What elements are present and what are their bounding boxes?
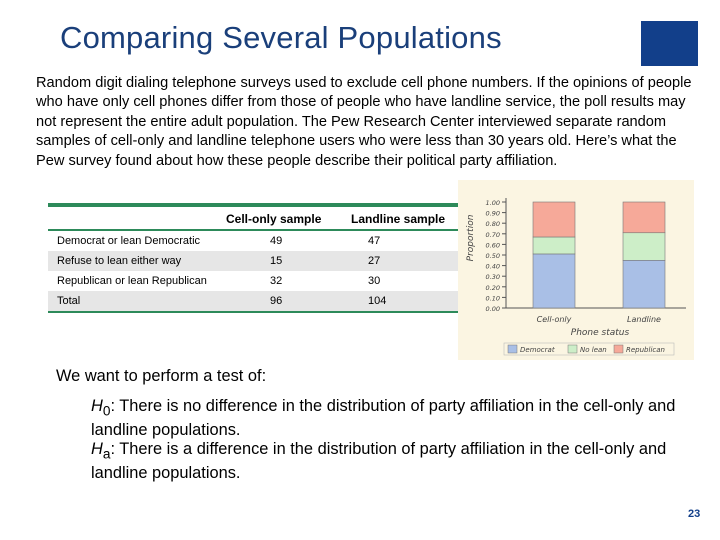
hypothesis-text: : There is no difference in the distribu… bbox=[91, 397, 676, 439]
y-tick-label: 0.90 bbox=[486, 210, 500, 218]
hypothesis-symbol: H bbox=[91, 397, 103, 415]
row-label: Total bbox=[57, 295, 81, 307]
hypothesis-text: : There is a difference in the distribut… bbox=[91, 440, 667, 482]
null-hypothesis: H0: There is no difference in the distri… bbox=[91, 397, 681, 440]
x-category-label: Landline bbox=[627, 315, 661, 324]
chart-svg: 0.00 0.10 0.20 0.30 0.40 0.50 0.60 0.70 0.80 0.90… bbox=[466, 198, 686, 356]
stacked-bars bbox=[532, 201, 666, 309]
legend-label: Democrat bbox=[520, 346, 555, 354]
landline-value: 27 bbox=[368, 255, 381, 267]
column-header-landline: Landline sample bbox=[351, 212, 446, 226]
table-row-total: Total 96 104 bbox=[48, 291, 460, 311]
y-tick-label: 0.70 bbox=[486, 231, 500, 239]
y-tick-label: 0.80 bbox=[486, 220, 500, 228]
party-affiliation-table: Cell-only sample Landline sample Democra… bbox=[48, 203, 460, 313]
bar-segment-republican bbox=[532, 201, 576, 238]
intro-paragraph: Random digit dialing telephone surveys u… bbox=[36, 75, 692, 169]
cell-only-value: 96 bbox=[270, 295, 283, 307]
bar-segment-no-lean bbox=[532, 236, 576, 255]
y-axis-label: Proportion bbox=[466, 214, 476, 261]
landline-value: 30 bbox=[368, 275, 381, 287]
slide-title: Comparing Several Populations bbox=[60, 20, 502, 55]
cell-only-value: 15 bbox=[270, 255, 283, 267]
hypothesis-symbol: H bbox=[91, 440, 103, 458]
bar-segment-no-lean bbox=[622, 232, 666, 261]
landline-value: 104 bbox=[368, 295, 387, 307]
bar-segment-republican bbox=[622, 201, 666, 234]
table-row: Democrat or lean Democratic 49 47 bbox=[48, 231, 460, 251]
legend-label: Republican bbox=[626, 346, 665, 354]
bar-segment-democrat bbox=[532, 253, 576, 309]
hypothesis-subscript: a bbox=[102, 446, 111, 462]
hypothesis-subscript: 0 bbox=[102, 403, 111, 419]
test-intro: We want to perform a test of: bbox=[56, 367, 267, 385]
table-rule-bottom bbox=[48, 311, 460, 313]
y-axis-ticks: 0.00 0.10 0.20 0.30 0.40 0.50 0.60 0.70 0.80 0.90… bbox=[486, 199, 506, 313]
table-row: Republican or lean Republican 32 30 bbox=[48, 271, 460, 291]
y-tick-label: 0.40 bbox=[486, 263, 500, 271]
legend-label: No lean bbox=[580, 346, 607, 354]
y-tick-label: 0.50 bbox=[486, 252, 500, 260]
column-header-cell-only: Cell-only sample bbox=[226, 212, 322, 226]
legend-swatch bbox=[613, 344, 624, 354]
landline-value: 47 bbox=[368, 235, 381, 247]
bar-segment-democrat bbox=[622, 260, 666, 309]
cell-only-value: 49 bbox=[270, 235, 283, 247]
x-category-label: Cell-only bbox=[537, 315, 572, 324]
y-tick-label: 0.60 bbox=[486, 241, 500, 249]
y-tick-label: 1.00 bbox=[486, 199, 500, 207]
y-tick-label: 0.20 bbox=[486, 284, 500, 292]
segmented-bar-chart: 0.00 0.10 0.20 0.30 0.40 0.50 0.60 0.70 0.80 0.90… bbox=[458, 180, 694, 360]
chart-legend: Democrat No lean Republican bbox=[503, 342, 675, 356]
row-label: Democrat or lean Democratic bbox=[57, 235, 201, 247]
brand-square bbox=[641, 21, 698, 66]
y-tick-label: 0.10 bbox=[486, 294, 500, 302]
legend-swatch bbox=[507, 344, 518, 354]
alternative-hypothesis: Ha: There is a difference in the distrib… bbox=[91, 440, 681, 483]
y-tick-label: 0.30 bbox=[486, 273, 500, 281]
x-axis-label: Phone status bbox=[571, 328, 630, 338]
table-rule-top bbox=[48, 203, 460, 207]
row-label: Refuse to lean either way bbox=[57, 255, 182, 267]
x-category-labels: Cell-only Landline bbox=[537, 315, 661, 324]
legend-swatch bbox=[567, 344, 578, 354]
table-rule-header bbox=[48, 229, 460, 231]
table-row: Refuse to lean either way 15 27 bbox=[48, 251, 460, 271]
row-label: Republican or lean Republican bbox=[57, 275, 207, 287]
cell-only-value: 32 bbox=[270, 275, 283, 287]
y-tick-label: 0.00 bbox=[486, 305, 500, 313]
page-number: 23 bbox=[688, 508, 701, 520]
legend-frame bbox=[503, 342, 675, 356]
